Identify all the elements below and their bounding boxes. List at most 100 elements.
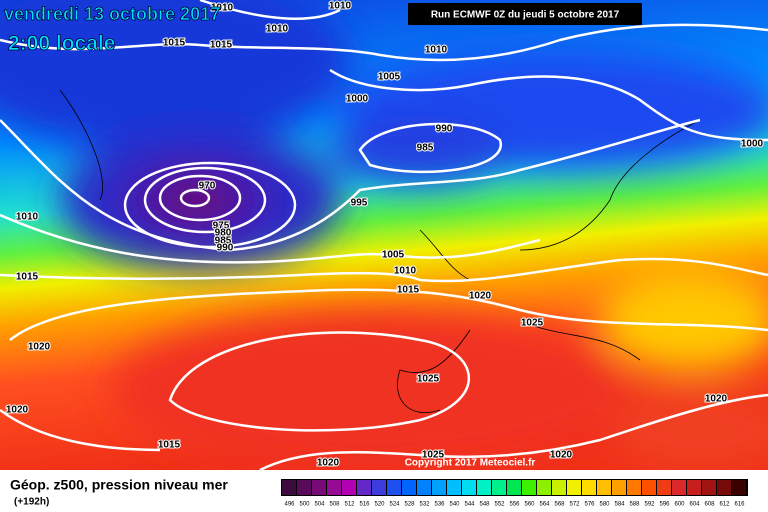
run-label: Run ECMWF 0Z du jeudi 5 octobre 2017 [431,10,620,21]
scale-cell [432,480,446,495]
isobar-label: 1015 [210,40,233,51]
scale-label: 584 [614,502,625,508]
scale-label: 616 [734,502,745,508]
scale-cell [477,480,491,495]
scale-cell [687,480,701,495]
isobar-label: 975 [213,221,230,232]
isobar-label: 1010 [211,3,234,14]
scale-cell [627,480,641,495]
scale-label: 560 [524,502,535,508]
isobar-label: 1005 [378,72,401,83]
scale-cell [417,480,431,495]
coastlines [59,89,701,413]
scale-cell [507,480,521,495]
date-label: vendredi 13 octobre 2017 [4,4,220,24]
scale-label: 600 [674,502,685,508]
scale-label: 596 [659,502,670,508]
scale-label: 520 [374,502,385,508]
isobar-label: 1010 [425,45,448,56]
scale-label: 540 [449,502,460,508]
scale-label: 500 [299,502,310,508]
scale-label: 612 [719,502,730,508]
footer-title: Géop. z500, pression niveau mer [10,477,228,493]
scale-label: 508 [329,502,340,508]
scale-cell [537,480,551,495]
copyright: Copyright 2017 Meteociel.fr [405,458,536,469]
isobar-label: 1020 [317,458,340,469]
scale-label: 576 [584,502,595,508]
scale-cell [702,480,716,495]
isobar-label: 1010 [266,24,289,35]
scale-cell [612,480,626,495]
scale-label: 528 [404,502,415,508]
scale-cell [657,480,671,495]
time-label: 2:00 locale [8,32,115,55]
scale-label: 512 [344,502,355,508]
scale-label: 592 [644,502,655,508]
scale-cell [357,480,371,495]
scale-cell [492,480,506,495]
scale-label: 588 [629,502,640,508]
scale-label: 496 [284,502,295,508]
isobar-label: 1020 [469,291,492,302]
scale-cell [552,480,566,495]
scale-cell [387,480,401,495]
scale-cell [327,480,341,495]
isobar-label: 995 [351,198,368,209]
scale-label: 572 [569,502,580,508]
scale-cell [732,480,746,495]
isobar-label: 1015 [16,272,39,283]
scale-cell [567,480,581,495]
isobars [0,0,768,470]
scale-label: 552 [494,502,505,508]
isobar-label: 1015 [158,440,181,451]
isobar-label: 990 [436,124,453,135]
scale-cell [717,480,731,495]
isobar-label: 1010 [394,266,417,277]
isobar-label: 1025 [422,450,445,461]
scale-cell [672,480,686,495]
isobar-label: 1025 [417,374,440,385]
scale-label: 524 [389,502,400,508]
footer-lead: (+192h) [14,497,49,508]
run-box [408,3,642,25]
isobar-label: 1005 [382,250,405,261]
isobar-label: 1015 [163,38,186,49]
field [0,0,768,470]
scale-cell [522,480,536,495]
scale-label: 608 [704,502,715,508]
isobar-label: 1020 [705,394,728,405]
color-scale: 496 500 504 508 512 516 520 524 528 532 536 540 544 5… [281,479,748,508]
isobar-label: 1020 [550,450,573,461]
scale-cell [402,480,416,495]
scale-cell [282,480,296,495]
isobar-label: 980 [215,228,232,239]
scale-cell [462,480,476,495]
isobar-label: 1000 [346,94,369,105]
isobar-label: 1020 [6,405,29,416]
scale-cell [342,480,356,495]
isobar-label: 985 [215,236,232,247]
scale-cell [597,480,611,495]
scale-cell [447,480,461,495]
isobar-label: 985 [417,143,434,154]
isobar-label: 1000 [741,139,764,150]
scale-cell [312,480,326,495]
scale-label: 580 [599,502,610,508]
isobar-label: 1010 [329,1,352,12]
scale-cell [297,480,311,495]
scale-label: 504 [314,502,325,508]
isobar-label: 970 [199,181,216,192]
scale-label: 564 [539,502,550,508]
scale-cell [642,480,656,495]
isobar-label: 1020 [28,342,51,353]
scale-label: 532 [419,502,430,508]
scale-label: 536 [434,502,445,508]
scale-label: 548 [479,502,490,508]
isobar-label: 990 [217,243,234,254]
isobar-label: 1010 [16,212,39,223]
isobar-label: 1015 [397,285,420,296]
scale-label: 568 [554,502,565,508]
